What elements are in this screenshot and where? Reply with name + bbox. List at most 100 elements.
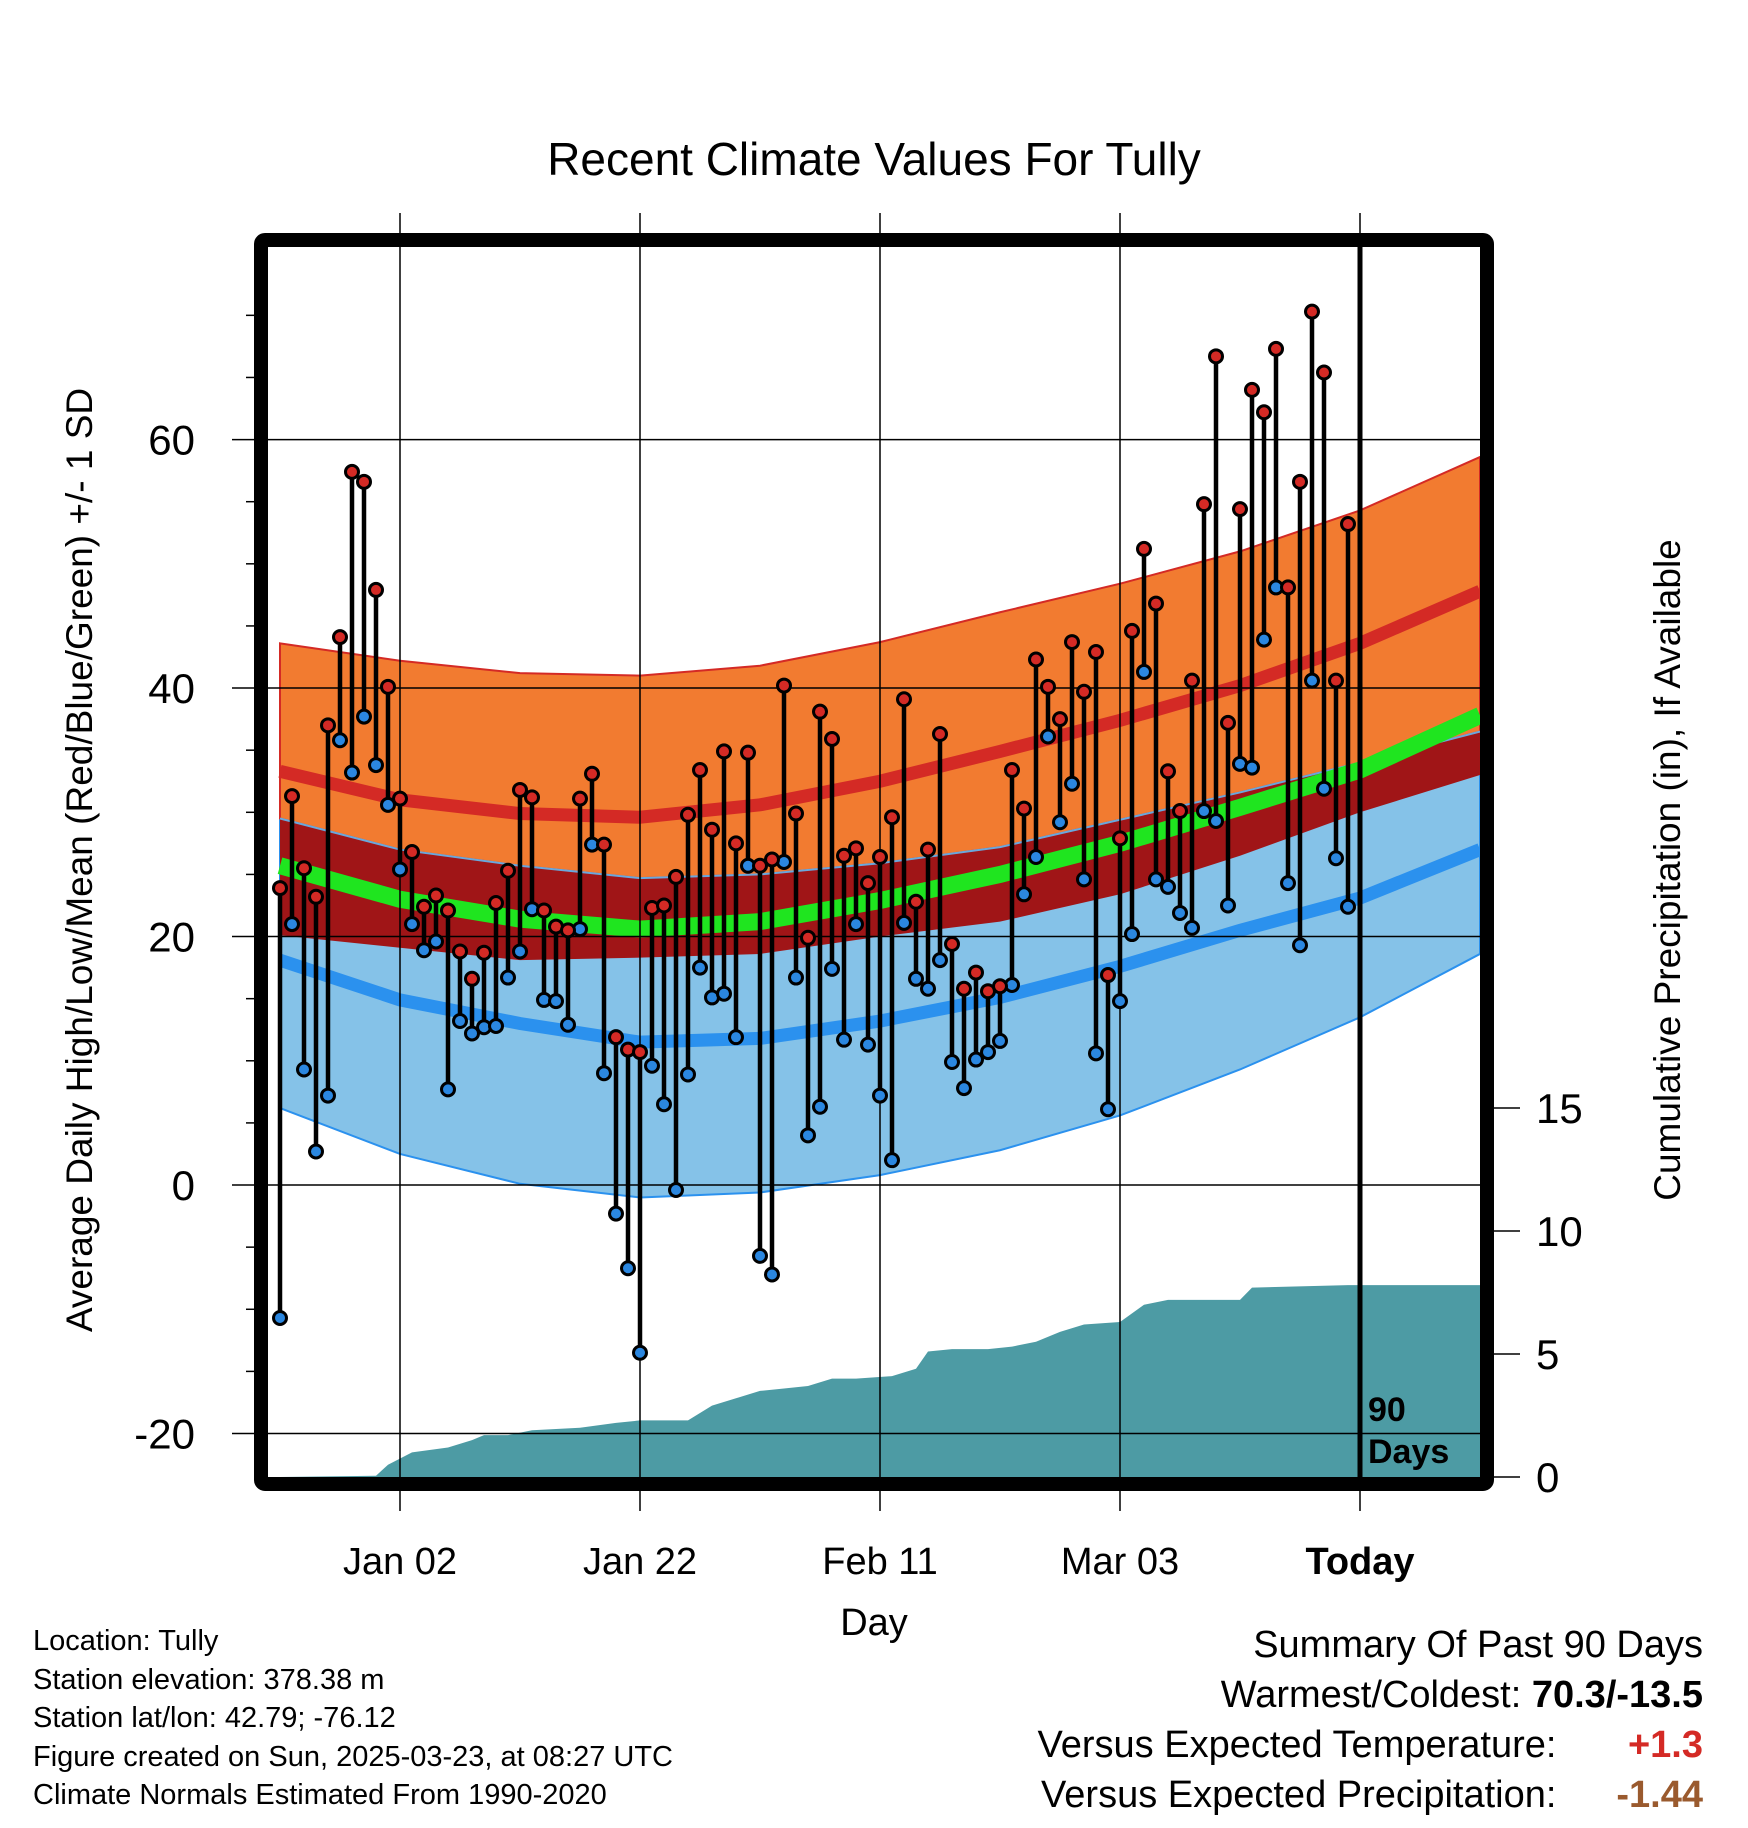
y2-tick-label: 10 — [1536, 1208, 1583, 1255]
daily-low-point — [560, 1016, 576, 1033]
daily-high-point — [296, 860, 312, 877]
daily-low-point — [1124, 926, 1140, 943]
daily-low-point — [1112, 993, 1128, 1010]
daily-high-point — [944, 936, 960, 952]
daily-low-point — [1052, 814, 1068, 831]
daily-high-point — [1328, 672, 1344, 689]
x-tick-label: Jan 22 — [583, 1541, 697, 1583]
daily-low-point — [680, 1066, 696, 1083]
daily-high-point — [1304, 303, 1320, 320]
daily-high-point — [560, 922, 576, 939]
daily-low-point — [812, 1098, 828, 1115]
daily-high-point — [896, 691, 912, 708]
daily-high-point — [428, 887, 444, 904]
daily-low-point — [932, 952, 948, 969]
plot-content: 90 Days — [268, 247, 1480, 1477]
daily-high-point — [332, 629, 348, 646]
daily-low-point — [824, 960, 840, 977]
summary-warmest-row: Warmest/Coldest: 70.3/-13.5 — [1038, 1670, 1703, 1720]
daily-high-point — [1220, 714, 1236, 731]
daily-low-point — [392, 861, 408, 878]
daily-low-point — [452, 1013, 468, 1030]
daily-low-point — [464, 1025, 480, 1042]
x-tick-label: Today — [1305, 1541, 1414, 1583]
daily-low-point — [428, 933, 444, 950]
daily-low-point — [1280, 875, 1296, 892]
daily-high-point — [848, 840, 864, 857]
daily-high-point — [488, 895, 504, 911]
axes: -20 0 20 40 60 0 5 10 15 Jan 02 Jan 22 Feb 11 Mar 03… — [134, 213, 1583, 1583]
daily-low-point — [296, 1061, 312, 1078]
daily-high-point — [680, 806, 696, 823]
daily-high-point — [884, 809, 900, 826]
daily-high-point — [1028, 651, 1044, 668]
daily-low-point — [1184, 919, 1200, 936]
daily-low-point — [1028, 849, 1044, 866]
daily-high-point — [1148, 595, 1164, 612]
daily-high-point — [1292, 473, 1308, 490]
daily-high-point — [1184, 672, 1200, 689]
daily-low-point — [1172, 904, 1188, 921]
daily-high-point — [740, 744, 756, 761]
x-tick-label: Mar 03 — [1061, 1541, 1179, 1583]
daily-low-point — [1340, 898, 1356, 915]
elevation-text: Station elevation: 378.38 m — [33, 1663, 385, 1696]
daily-high-point — [1088, 644, 1104, 661]
x-axis-label: Day — [840, 1602, 908, 1644]
daily-high-point — [1232, 501, 1248, 518]
daily-low-point — [488, 1018, 504, 1034]
daily-high-point — [392, 790, 408, 807]
daily-high-point — [932, 726, 948, 743]
daily-low-point — [836, 1031, 852, 1048]
daily-high-point — [1160, 763, 1176, 780]
normals-text: Climate Normals Estimated From 1990-2020 — [33, 1779, 607, 1811]
daily-low-point — [716, 985, 732, 1002]
daily-high-point — [380, 678, 396, 695]
daily-high-point — [1064, 634, 1080, 651]
daily-low-point — [1160, 878, 1176, 895]
daily-high-point — [656, 897, 672, 914]
daily-high-point — [536, 902, 552, 919]
daily-low-point — [872, 1087, 888, 1104]
daily-low-point — [1256, 631, 1272, 648]
daily-high-point — [1040, 678, 1056, 695]
daily-low-point — [692, 959, 708, 976]
daily-low-point — [908, 970, 924, 987]
daily-high-point — [464, 970, 480, 987]
daily-high-point — [1172, 803, 1188, 820]
daily-low-point — [1100, 1101, 1116, 1118]
daily-high-point — [992, 978, 1008, 995]
daily-high-point — [452, 943, 468, 960]
daily-high-point — [908, 893, 924, 910]
daily-low-point — [500, 969, 516, 986]
daily-low-point — [632, 1344, 648, 1361]
daily-low-point — [668, 1182, 684, 1198]
daily-high-point — [872, 849, 888, 866]
daily-low-point — [1220, 897, 1236, 914]
y2-tick-label: 0 — [1536, 1454, 1559, 1501]
daily-high-point — [500, 862, 516, 879]
daily-high-point — [1100, 967, 1116, 984]
daily-high-point — [752, 857, 768, 874]
daily-high-point — [920, 841, 936, 858]
daily-high-point — [476, 944, 492, 961]
daily-high-point — [632, 1044, 648, 1061]
daily-high-point — [440, 902, 456, 919]
today-days-number: 90 — [1368, 1391, 1406, 1429]
y2-tick-label: 15 — [1536, 1085, 1583, 1132]
daily-low-point — [1076, 871, 1092, 888]
daily-high-point — [1208, 348, 1224, 365]
daily-low-point — [980, 1044, 996, 1061]
daily-low-point — [404, 916, 420, 933]
location-text: Location: Tully — [33, 1625, 219, 1657]
daily-low-point — [1304, 672, 1320, 689]
daily-high-point — [1076, 683, 1092, 700]
daily-high-point — [344, 463, 360, 480]
precip-label: Versus Expected Precipitation: — [1041, 1774, 1557, 1816]
daily-high-point — [716, 743, 732, 760]
daily-low-point — [992, 1032, 1008, 1049]
latlon-text: Station lat/lon: 42.79; -76.12 — [33, 1702, 396, 1734]
daily-low-point — [944, 1054, 960, 1071]
daily-low-point — [380, 796, 396, 813]
daily-low-point — [1064, 775, 1080, 792]
